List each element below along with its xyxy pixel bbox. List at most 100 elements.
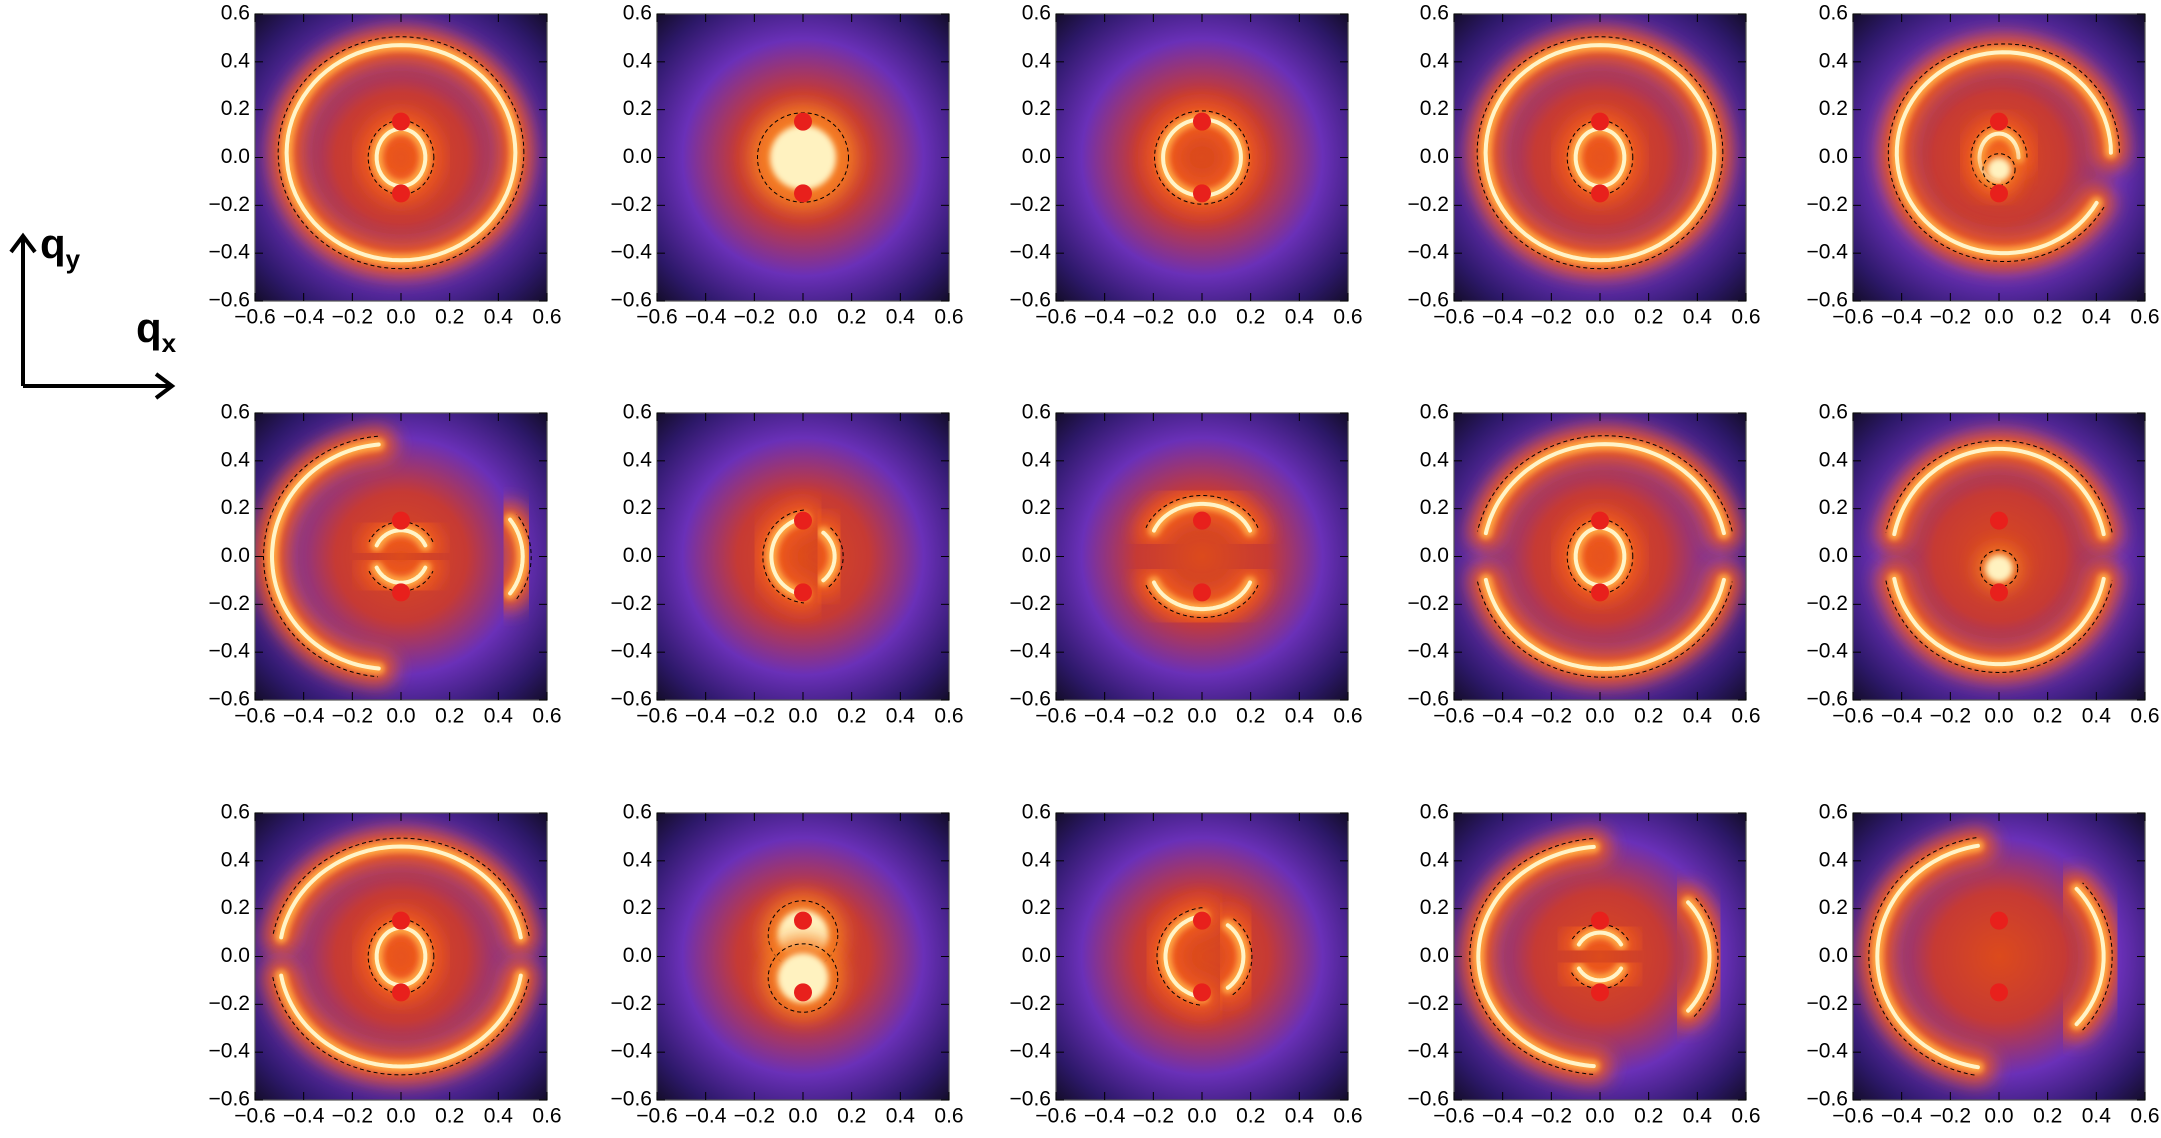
y-tick-label: −0.4 [611,640,653,663]
point [1990,911,2008,930]
glow-core [1987,157,2011,181]
contour [367,918,435,995]
y-tick-label: 0.6 [1022,2,1051,25]
y-tick-label: −0.4 [1807,241,1849,264]
x-tick-label: −0.4 [1482,306,1524,329]
y-tick-label: −0.6 [209,1088,250,1111]
x-tick-label: −0.6 [1433,306,1474,329]
y-tick-label: 0.4 [1819,448,1849,471]
point [1193,184,1211,203]
y-tick-label: −0.4 [209,1040,251,1063]
x-tick-label: 0.4 [1683,705,1713,728]
y-tick-label: −0.6 [209,289,250,312]
contour [767,943,839,1013]
x-tick-label: −0.6 [234,705,275,728]
y-tick-label: 0.6 [1819,2,1848,25]
x-tick-label: −0.4 [685,705,727,728]
y-tick-label: 0.4 [1420,848,1450,871]
heatmap-background [255,413,547,700]
y-tick-label: −0.2 [1807,193,1848,216]
glow-core [1225,923,1246,990]
y-tick-label: 0.2 [1022,896,1051,919]
glow-core [1483,577,1726,671]
q-symbol: q [40,220,66,267]
point [1193,911,1211,930]
y-tick-label: 0.0 [1420,145,1449,168]
panel: −0.6 −0.4 −0.2 0.0 0.2 0.4 0.6 −0.6 −0.4 −0.2 0.0 0… [1010,2,1363,329]
x-tick-label: 0.4 [484,705,514,728]
y-tick-label: 0.2 [623,896,652,919]
y-tick-label: 0.4 [221,448,251,471]
y-tick-label: 0.0 [1022,944,1051,967]
contour [767,900,839,970]
y-tick-label: −0.6 [1010,289,1051,312]
glow-core [279,973,523,1069]
y-tick-label: 0.0 [623,544,652,567]
y-tick-label: −0.6 [1807,688,1848,711]
y-tick-label: −0.6 [1807,1088,1848,1111]
y-tick-label: 0.0 [221,944,250,967]
y-tick-label: 0.0 [1819,944,1848,967]
panel: −0.6 −0.4 −0.2 0.0 0.2 0.4 0.6 −0.6 −0.4 −0.2 0.0 0… [1408,801,1761,1128]
point [392,112,410,131]
x-tick-label: 0.2 [1634,705,1663,728]
x-tick-label: 0.2 [2033,705,2062,728]
glow-core [508,517,525,596]
y-tick-label: −0.2 [209,992,250,1015]
point [1990,511,2008,530]
x-tick-label: −0.6 [1832,705,1873,728]
x-tick-label: 0.0 [386,1105,415,1128]
x-tick-label: 0.4 [2082,306,2112,329]
y-tick-label: 0.6 [1022,801,1051,824]
y-tick-label: −0.4 [1408,640,1450,663]
heatmap-background [657,413,949,700]
x-tick-label: −0.2 [1133,1105,1174,1128]
x-tick-label: 0.0 [1984,705,2013,728]
x-tick-label: −0.6 [1832,306,1873,329]
axis-key [9,232,176,400]
contour [368,521,434,543]
x-tick-label: 0.4 [484,1105,514,1128]
y-tick-label: 0.6 [1819,401,1848,424]
glow-core [1576,966,1624,983]
y-tick-label: 0.0 [221,544,250,567]
x-tick-label: 0.0 [1187,306,1216,329]
x-tick-label: 0.4 [1285,705,1315,728]
point [794,911,812,930]
x-tick-label: −0.4 [1881,705,1923,728]
x-tick-label: −0.4 [685,306,727,329]
x-tick-label: −0.2 [332,1105,373,1128]
point [1990,583,2008,602]
panel: −0.6 −0.4 −0.2 0.0 0.2 0.4 0.6 −0.6 −0.4 −0.2 0.0 0… [1807,401,2160,728]
x-tick-label: 0.0 [1585,705,1614,728]
x-tick-label: 0.2 [1236,306,1265,329]
y-tick-label: 0.6 [623,2,652,25]
point [392,184,410,203]
y-tick-label: −0.6 [1408,688,1449,711]
x-tick-label: −0.2 [1930,1105,1971,1128]
x-tick-label: 0.4 [1683,1105,1713,1128]
x-tick-label: 0.6 [2130,306,2159,329]
x-tick-label: 0.0 [386,306,415,329]
y-tick-label: 0.2 [1420,97,1449,120]
y-tick-label: −0.2 [1807,592,1848,615]
point [1591,583,1609,602]
contour [272,976,530,1076]
glow-core [1152,501,1252,533]
x-tick-label: 0.6 [532,705,561,728]
y-tick-label: 0.2 [221,496,250,519]
panel: −0.6 −0.4 −0.2 0.0 0.2 0.4 0.6 −0.6 −0.4 −0.2 0.0 0… [1807,801,2160,1128]
y-tick-label: −0.6 [611,688,652,711]
x-tick-label: −0.2 [734,705,775,728]
x-tick-label: 0.6 [1731,1105,1760,1128]
y-tick-label: 0.6 [1420,401,1449,424]
y-tick-label: 0.6 [1819,801,1848,824]
point [392,583,410,602]
y-tick-label: 0.0 [1819,145,1848,168]
y-tick-label: 0.2 [623,97,652,120]
point [1990,983,2008,1002]
point [794,511,812,530]
glow-core [1483,442,1726,536]
glow-core [374,126,428,189]
y-tick-label: 0.4 [623,49,653,72]
